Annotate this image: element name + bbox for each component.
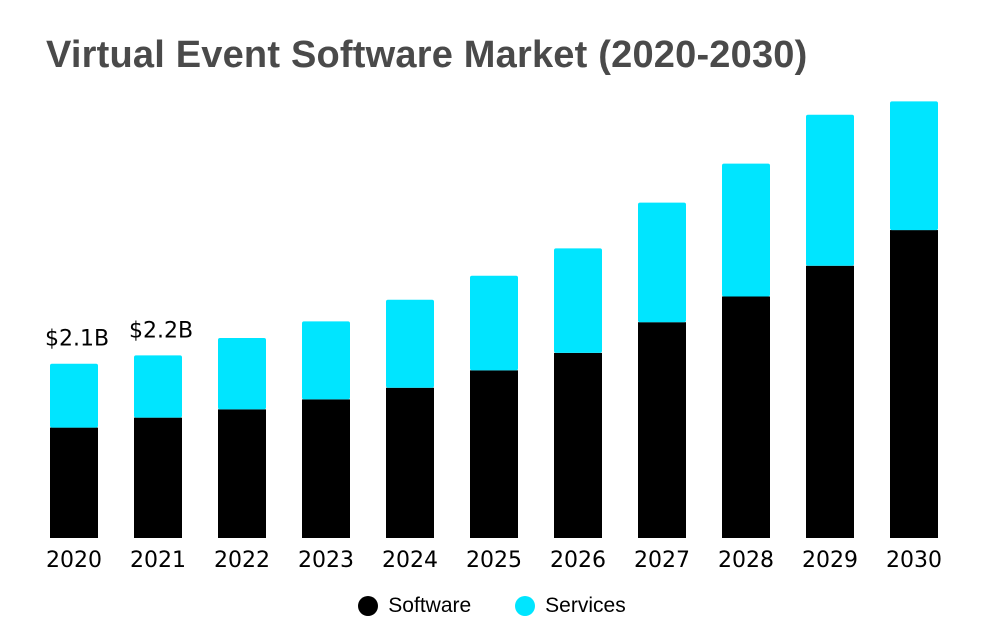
data-labels: $2.1B $2.2B — [45, 318, 193, 351]
x-tick-label: 2023 — [298, 548, 354, 573]
x-tick-label: 2022 — [214, 548, 270, 573]
bar-services-2029 — [806, 114, 854, 266]
legend-label-services: Services — [545, 594, 626, 617]
legend-swatch-services — [515, 596, 536, 616]
x-tick-label: 2027 — [634, 548, 690, 573]
legend-item-services: Services — [515, 594, 626, 618]
legend-label-software: Software — [388, 594, 472, 617]
x-tick-label: 2021 — [130, 548, 186, 573]
x-tick-label: 2025 — [466, 548, 522, 573]
data-label: $2.1B — [45, 327, 109, 352]
bar-services-2020 — [50, 363, 98, 428]
bar-software-2022 — [218, 409, 266, 538]
bar-software-2028 — [722, 296, 770, 538]
bar-software-2024 — [386, 387, 434, 538]
bar-services-2027 — [638, 202, 686, 323]
bar-services-2028 — [722, 163, 770, 297]
data-label: $2.2B — [129, 318, 193, 343]
bar-software-2021 — [134, 417, 182, 538]
bar-services-2022 — [218, 337, 266, 410]
x-tick-labels: 2020 2021 2022 2023 2024 2025 2026 2027 2028 2029… — [46, 548, 942, 573]
bar-software-2029 — [806, 265, 854, 538]
bars-group — [50, 101, 938, 538]
legend-swatch-software — [358, 596, 379, 616]
bar-software-2026 — [554, 352, 602, 538]
bar-software-2023 — [302, 399, 350, 538]
x-tick-label: 2020 — [46, 548, 102, 573]
bar-software-2025 — [470, 370, 518, 538]
bar-services-2030 — [890, 101, 938, 231]
x-tick-label: 2028 — [718, 548, 774, 573]
bar-services-2021 — [134, 355, 182, 418]
bar-software-2020 — [50, 427, 98, 538]
x-tick-label: 2029 — [802, 548, 858, 573]
x-tick-label: 2024 — [382, 548, 438, 573]
bar-services-2026 — [554, 248, 602, 353]
bar-software-2030 — [890, 230, 938, 538]
bar-services-2024 — [386, 299, 434, 388]
bar-services-2025 — [470, 275, 518, 371]
chart-title: Virtual Event Software Market (2020-2030… — [46, 34, 808, 76]
legend: Software Services — [0, 594, 984, 618]
x-tick-label: 2030 — [886, 548, 942, 573]
bar-software-2027 — [638, 322, 686, 538]
bar-services-2023 — [302, 321, 350, 400]
legend-item-software: Software — [358, 594, 471, 618]
x-tick-label: 2026 — [550, 548, 606, 573]
